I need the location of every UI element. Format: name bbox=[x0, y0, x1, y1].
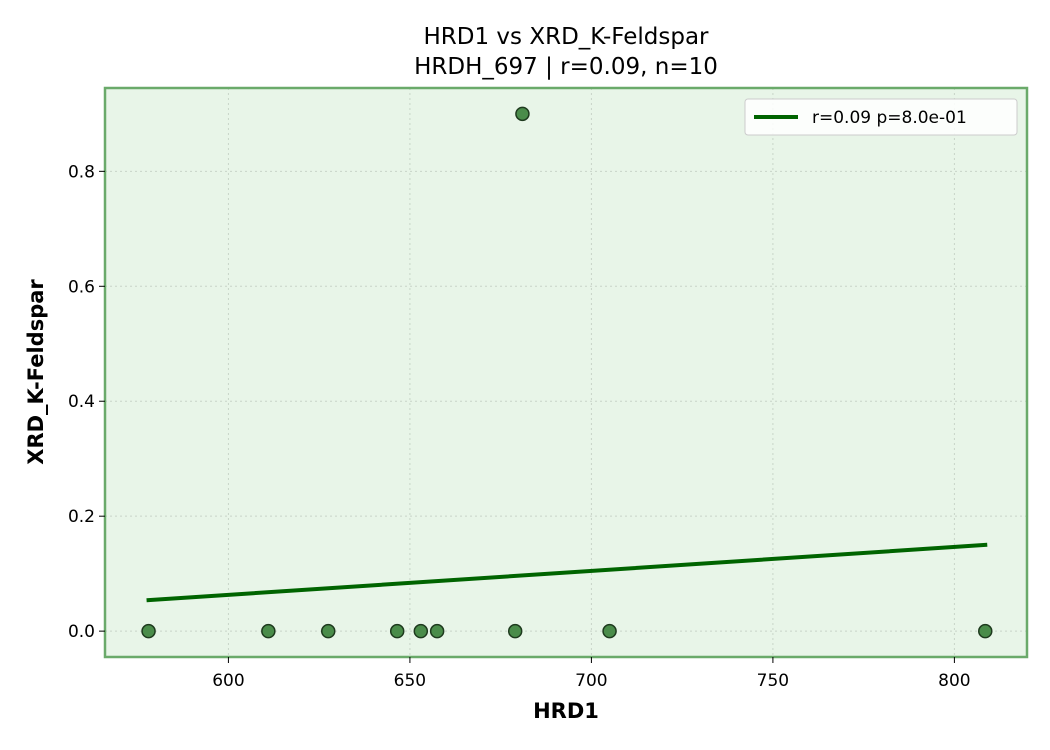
legend-fit-label: r=0.09 p=8.0e-01 bbox=[812, 108, 967, 128]
fit-line-layer bbox=[146, 542, 988, 603]
data-points bbox=[141, 106, 993, 639]
data-point bbox=[602, 623, 617, 639]
x-tick-label: 600 bbox=[212, 671, 244, 691]
legend-box bbox=[744, 98, 1018, 136]
data-point bbox=[320, 623, 336, 639]
data-point bbox=[261, 623, 276, 639]
data-point bbox=[507, 623, 523, 639]
chart-subtitle: HRDH_697 | r=0.09, n=10 bbox=[414, 54, 718, 80]
grid bbox=[105, 88, 1027, 657]
x-tick-label: 800 bbox=[938, 671, 970, 691]
y-tick-label: 0.6 bbox=[68, 277, 95, 297]
x-tick-label: 750 bbox=[757, 671, 789, 691]
fit-line bbox=[146, 542, 988, 603]
y-tick-label: 0.2 bbox=[68, 507, 95, 527]
chart-title: HRD1 vs XRD_K-Feldspar bbox=[424, 24, 710, 50]
plot-area bbox=[105, 88, 1027, 657]
data-point bbox=[141, 623, 156, 639]
axis-ticks: 600 650 700 750 800 0.0 0.2 0.4 0.6 0.8 bbox=[68, 162, 971, 691]
plot-frame bbox=[103, 86, 1029, 659]
y-tick-label: 0.8 bbox=[68, 162, 95, 182]
y-axis-label: XRD_K-Feldspar bbox=[24, 279, 48, 465]
data-point bbox=[978, 623, 993, 639]
x-tick-label: 700 bbox=[575, 671, 607, 691]
x-axis-label: HRD1 bbox=[533, 699, 599, 723]
data-point bbox=[429, 623, 445, 639]
y-tick-label: 0.0 bbox=[68, 622, 95, 642]
data-point bbox=[389, 623, 405, 639]
data-point bbox=[515, 106, 530, 122]
legend: r=0.09 p=8.0e-01 bbox=[744, 98, 1018, 136]
data-point bbox=[413, 623, 429, 639]
y-tick-label: 0.4 bbox=[68, 392, 95, 412]
x-tick-label: 650 bbox=[394, 671, 426, 691]
